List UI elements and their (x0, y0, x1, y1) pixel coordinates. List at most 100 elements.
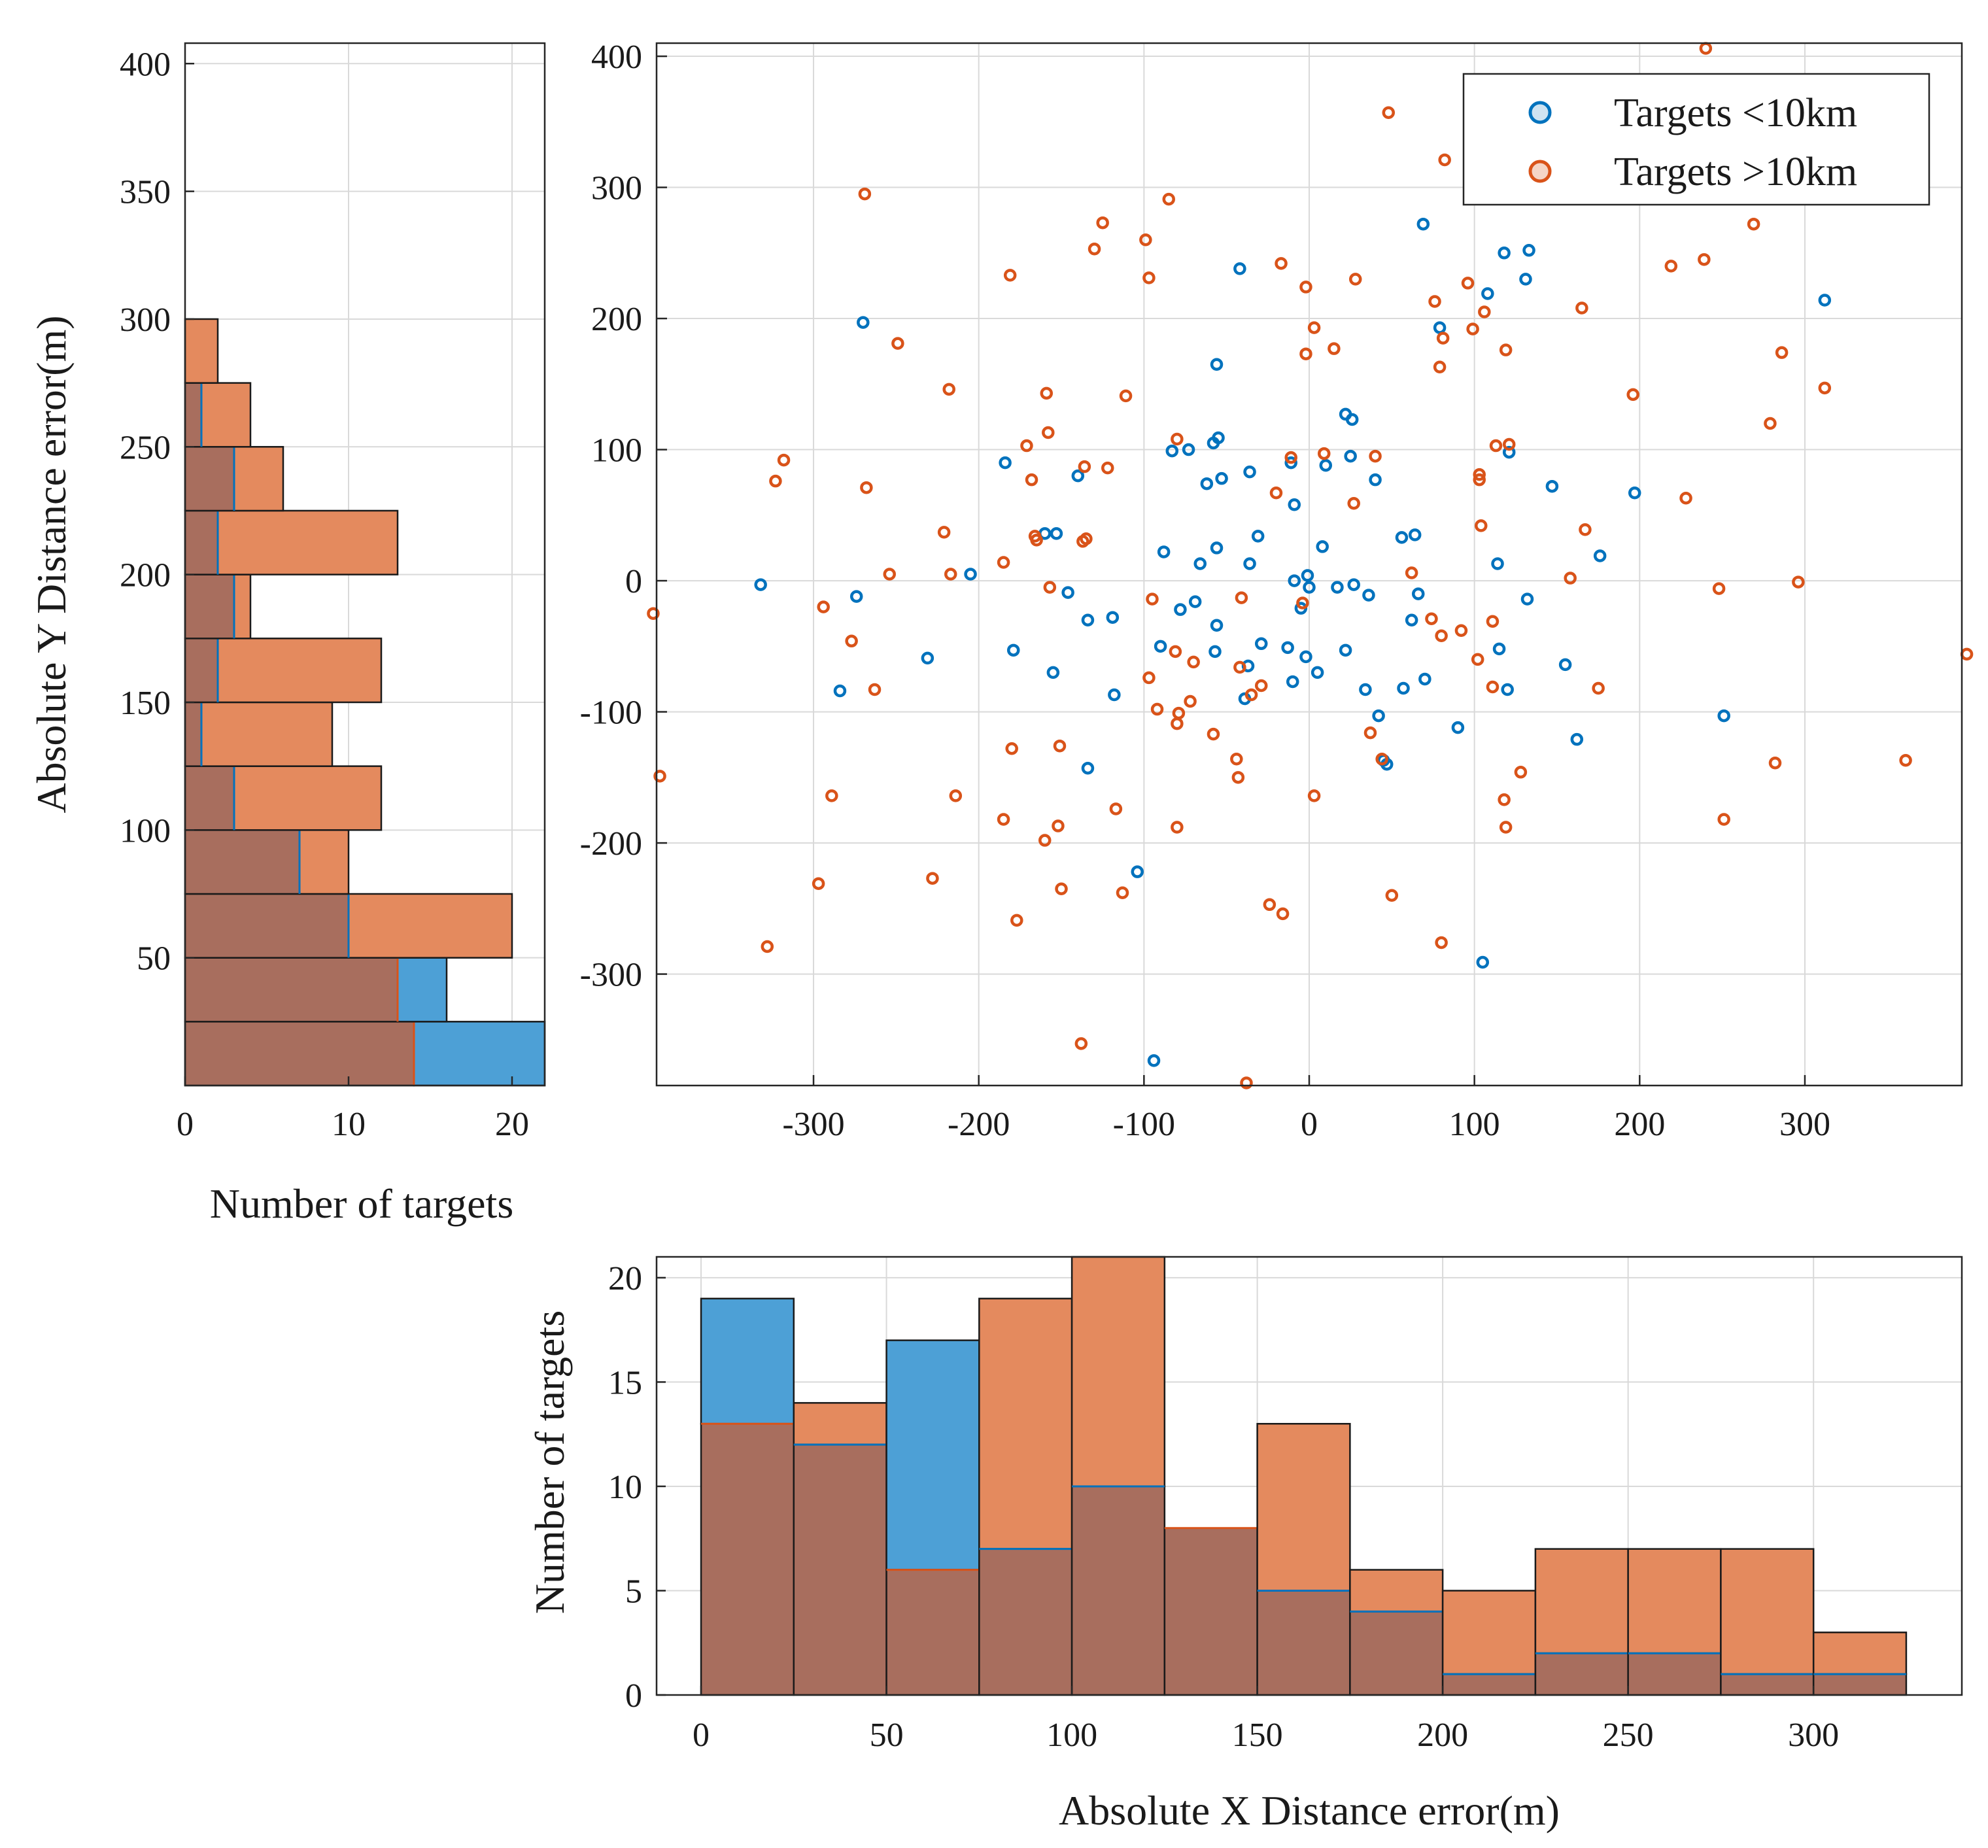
point-under-10km (849, 590, 863, 603)
y-bar-over-10km (216, 509, 399, 575)
point-under-10km (1362, 589, 1375, 602)
x-histogram-ytick-label: 10 (608, 1469, 642, 1506)
point-over-10km (1679, 491, 1692, 505)
point-under-10km (964, 568, 977, 581)
x-bar-overlap (1349, 1611, 1444, 1696)
point-under-10km (1215, 471, 1228, 485)
point-over-10km (1405, 566, 1418, 579)
point-over-10km (1564, 572, 1577, 585)
x-histogram-xtick-label: 50 (870, 1717, 904, 1754)
point-under-10km (1081, 613, 1095, 626)
point-over-10km (944, 568, 957, 581)
point-over-10km (1299, 347, 1312, 360)
point-over-10km (1307, 789, 1321, 802)
x-histogram-xtick-label: 200 (1417, 1717, 1468, 1754)
x-bar-over-10km (1256, 1422, 1351, 1592)
point-over-10km (1088, 243, 1101, 256)
point-over-10km (1269, 486, 1283, 500)
point-under-10km (1492, 642, 1506, 656)
x-bar-overlap (1071, 1485, 1166, 1696)
point-over-10km (761, 940, 774, 953)
point-under-10km (1193, 557, 1207, 570)
y-bar-over-10km (200, 382, 252, 448)
point-over-10km (769, 474, 782, 488)
y-bar-overlap (184, 701, 203, 767)
point-under-10km (1233, 262, 1246, 275)
point-over-10km (997, 813, 1010, 826)
scatter-ytick-label: 200 (591, 301, 642, 338)
point-over-10km (1502, 437, 1516, 451)
point-over-10km (1475, 519, 1488, 532)
point-over-10km (1025, 473, 1038, 487)
y-histogram-ytick-label: 100 (120, 812, 171, 849)
point-over-10km (1172, 706, 1186, 720)
point-over-10km (1244, 688, 1258, 702)
point-over-10km (653, 770, 666, 783)
point-over-10km (1348, 273, 1362, 286)
y-histogram-frame (184, 42, 546, 1087)
x-histogram-ytick-label: 20 (608, 1260, 642, 1297)
x-bar-overlap (1256, 1590, 1351, 1696)
x-bar-overlap (1163, 1527, 1258, 1696)
point-under-10km (1418, 672, 1431, 686)
x-bar-overlap (1720, 1673, 1815, 1696)
point-over-10km (1207, 727, 1220, 741)
point-under-10km (1359, 683, 1372, 696)
point-over-10km (1363, 726, 1377, 740)
point-over-10km (1436, 332, 1450, 345)
scatter-xtick-label: -300 (782, 1106, 844, 1143)
y-bar-over-10km (233, 573, 252, 640)
point-under-10km (1405, 613, 1418, 626)
y-histogram-xlabel: Number of targets (210, 1180, 513, 1227)
y-bar-over-10km (200, 701, 334, 767)
point-under-10km (1061, 586, 1074, 599)
point-over-10km (1899, 754, 1912, 767)
point-under-10km (1345, 413, 1359, 426)
point-over-10km (1425, 612, 1438, 625)
point-under-10km (1558, 658, 1572, 672)
point-over-10km (1235, 591, 1248, 604)
scatter-ytick-label: -100 (580, 694, 642, 732)
point-over-10km (1498, 793, 1511, 806)
point-over-10km (1053, 739, 1067, 753)
point-over-10km (1698, 253, 1711, 266)
y-histogram-ytick-label: 50 (137, 940, 171, 978)
point-under-10km (1210, 358, 1224, 371)
x-histogram-frame (655, 1256, 1963, 1696)
y-bar-overlap (184, 382, 203, 448)
point-over-10km (1040, 386, 1054, 400)
point-over-10km (1499, 821, 1513, 834)
x-bar-overlap (1441, 1673, 1537, 1696)
y-bar-over-10km (184, 318, 219, 384)
point-over-10km (1052, 819, 1065, 832)
point-under-10km (1311, 666, 1324, 679)
point-under-10km (1433, 321, 1447, 334)
point-over-10km (1575, 301, 1588, 315)
point-under-10km (1131, 865, 1144, 878)
point-over-10km (1317, 447, 1331, 460)
point-over-10km (1162, 192, 1175, 206)
point-over-10km (942, 383, 955, 396)
x-bar-over-10km (793, 1402, 887, 1446)
point-over-10km (1712, 582, 1726, 595)
point-over-10km (1169, 645, 1182, 659)
point-over-10km (1043, 581, 1057, 594)
x-histogram-xtick-label: 300 (1788, 1717, 1839, 1754)
y-histogram-ytick-label: 200 (120, 557, 171, 594)
point-over-10km (1369, 449, 1382, 463)
point-over-10km (926, 872, 939, 885)
point-under-10km (1243, 557, 1256, 570)
point-over-10km (858, 187, 872, 201)
point-under-10km (1570, 732, 1584, 746)
point-under-10km (1251, 530, 1265, 543)
x-histogram-xtick-label: 150 (1232, 1717, 1283, 1754)
point-over-10km (1030, 534, 1043, 547)
point-over-10km (1109, 802, 1123, 815)
y-histogram-ytick-label: 400 (120, 46, 171, 83)
point-over-10km (1116, 886, 1129, 900)
y-bar-under-10km (413, 1021, 546, 1087)
x-bar-overlap (1812, 1673, 1908, 1696)
point-under-10km (1081, 762, 1095, 775)
y-histogram-ytick-label: 300 (120, 301, 171, 339)
